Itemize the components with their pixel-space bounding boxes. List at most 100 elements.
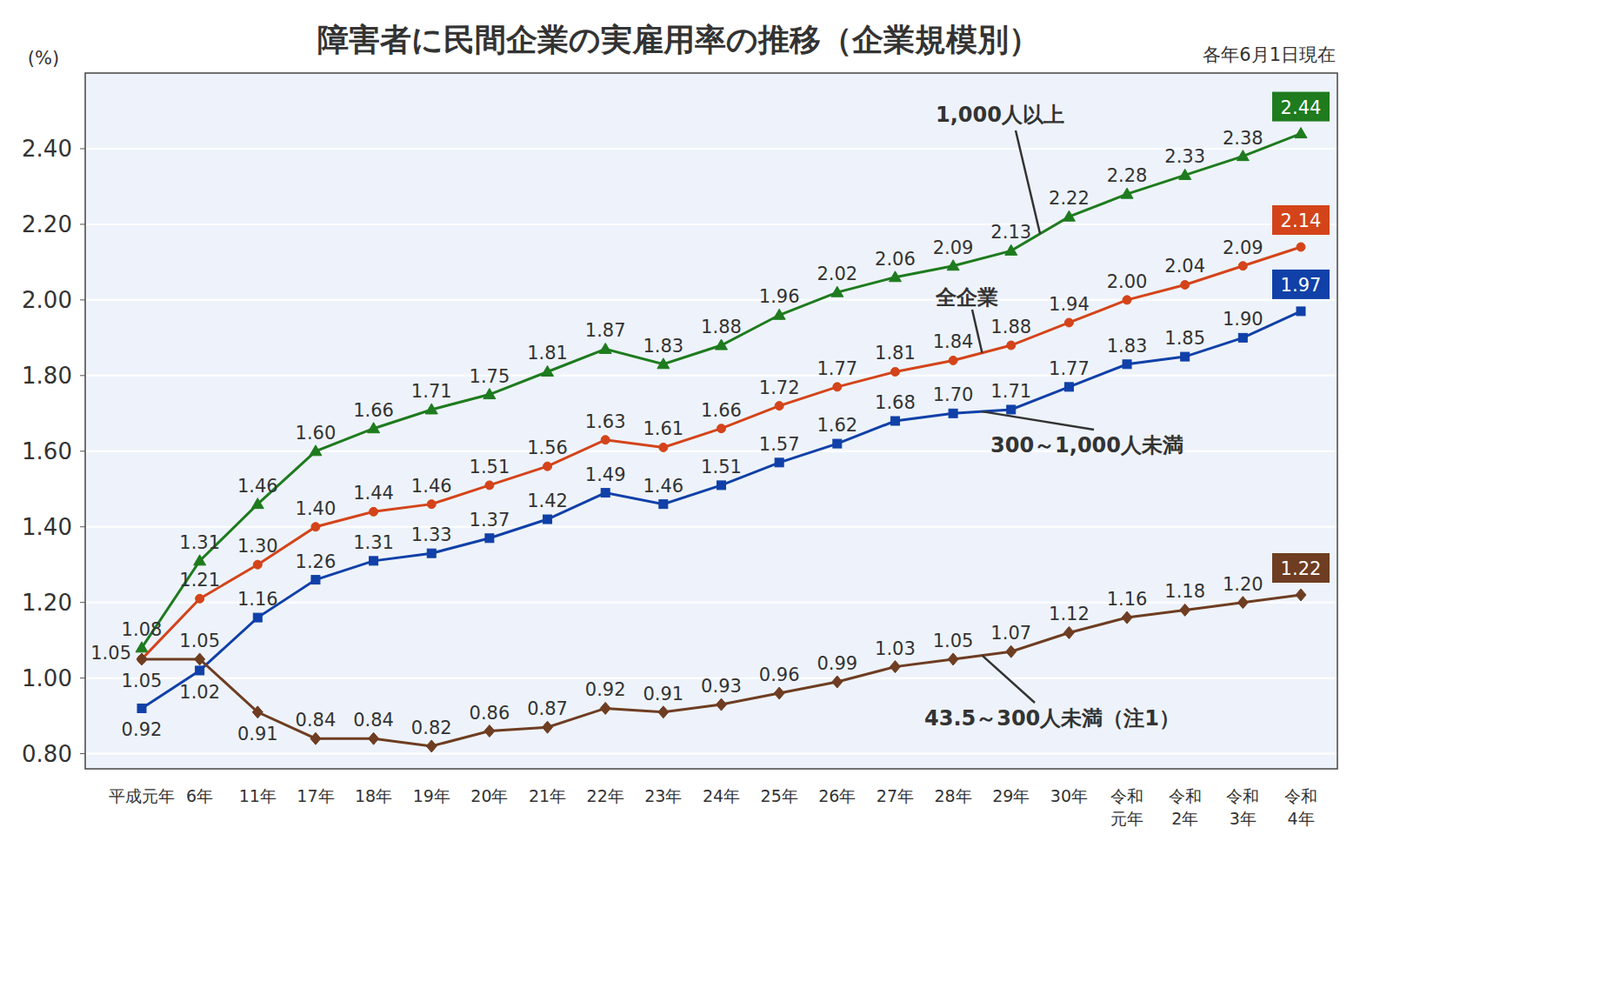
point	[1296, 306, 1306, 316]
y-tick-label: 1.60	[21, 438, 73, 465]
point	[367, 422, 380, 434]
data-label: 1.05	[90, 642, 132, 664]
data-label: 1.05	[179, 630, 220, 652]
data-label: 1.57	[759, 433, 800, 455]
point	[1180, 280, 1190, 289]
point	[773, 686, 785, 700]
data-label: 1.88	[990, 316, 1032, 338]
x-tick-label: 6年	[186, 786, 214, 806]
chart: 障害者に民間企業の実雇用率の推移（企業規模別）各年6月1日現在(%)0.801.…	[0, 0, 1600, 988]
point	[426, 500, 436, 509]
point	[659, 500, 668, 509]
y-tick-label: 0.80	[21, 740, 73, 767]
x-tick-label-line: 17年	[296, 786, 334, 806]
data-label: 1.46	[411, 475, 453, 497]
series-line	[141, 246, 1301, 660]
series-line	[141, 594, 1301, 747]
point	[1238, 261, 1247, 271]
data-label: 0.96	[759, 664, 800, 686]
data-label: 0.92	[121, 719, 163, 740]
value-box	[1272, 205, 1330, 235]
data-label: 2.09	[1222, 237, 1264, 259]
grid-line	[85, 526, 1338, 528]
point	[485, 480, 494, 490]
point	[831, 286, 844, 297]
value-box	[1272, 553, 1330, 583]
point	[774, 401, 784, 411]
point	[310, 732, 321, 745]
data-label: 1.66	[353, 400, 394, 421]
data-label: 1.07	[990, 622, 1032, 644]
point	[543, 461, 553, 471]
point	[543, 514, 553, 524]
data-label: 1.70	[933, 384, 974, 406]
data-label: 1.51	[469, 456, 511, 478]
data-label: 1.16	[237, 588, 279, 610]
point	[774, 458, 784, 467]
point	[888, 271, 901, 282]
point	[426, 740, 437, 753]
point	[368, 732, 380, 745]
point	[659, 442, 668, 452]
y-tick-label: 1.40	[21, 513, 73, 540]
point	[1237, 596, 1248, 609]
data-label: 0.92	[585, 679, 627, 700]
x-tick-label: 17年	[296, 786, 334, 806]
point	[369, 556, 379, 566]
x-tick-label-line: 令和	[1226, 786, 1260, 806]
value-box	[1272, 92, 1330, 122]
point	[889, 660, 900, 674]
data-label: 1.40	[295, 498, 337, 520]
x-tick-label: 22年	[586, 786, 625, 806]
x-tick-label: 19年	[413, 786, 451, 806]
x-tick-label: 20年	[470, 786, 508, 806]
x-tick-label: 25年	[760, 786, 799, 806]
y-tick	[80, 677, 86, 679]
point	[1296, 242, 1306, 252]
point	[137, 703, 147, 713]
leader-line	[981, 411, 1094, 430]
data-label: 1.51	[700, 456, 742, 478]
x-tick-label-line: 18年	[354, 786, 393, 806]
data-label: 1.30	[237, 535, 279, 557]
data-label: 1.84	[933, 331, 974, 353]
data-label: 1.21	[179, 569, 220, 591]
x-tick-label: 30年	[1050, 786, 1088, 806]
y-axis-label: (%)	[27, 47, 60, 69]
data-label: 1.31	[353, 532, 394, 554]
series-line	[141, 311, 1301, 709]
point	[484, 725, 495, 738]
title: 障害者に民間企業の実雇用率の推移（企業規模別）	[317, 21, 1040, 58]
point	[657, 358, 670, 369]
data-label: 0.84	[295, 709, 337, 731]
x-tick-label-line: 20年	[470, 786, 508, 806]
point	[311, 522, 320, 532]
data-label: 1.22	[1280, 558, 1322, 580]
data-label: 1.71	[411, 380, 453, 402]
y-tick	[80, 526, 86, 527]
x-tick-label-line: 19年	[413, 786, 451, 806]
data-label: 1.83	[1106, 335, 1148, 357]
x-tick-label: 27年	[876, 786, 914, 806]
x-tick-label: 24年	[702, 786, 740, 806]
x-tick-label: 令和元年	[1110, 786, 1144, 828]
grid-line	[85, 223, 1338, 226]
data-label: 1.49	[585, 464, 627, 486]
data-label: 1.18	[1164, 580, 1206, 602]
data-label: 2.13	[990, 221, 1032, 243]
x-tick-label-line: 22年	[586, 786, 625, 806]
data-label: 1.90	[1222, 308, 1264, 330]
y-tick-label: 2.40	[21, 135, 73, 162]
data-label: 1.77	[816, 358, 858, 380]
point	[890, 366, 900, 376]
point	[716, 698, 727, 711]
data-label: 0.86	[469, 702, 511, 724]
x-tick-label-line: 4年	[1286, 808, 1314, 828]
data-label: 1.68	[874, 392, 916, 414]
series-name: 300～1,000人未満	[990, 433, 1184, 458]
y-tick	[80, 147, 86, 149]
x-tick-label: 令和3年	[1226, 786, 1260, 828]
x-tick-label: 23年	[644, 786, 682, 806]
data-label: 1.72	[759, 377, 800, 399]
point	[425, 403, 438, 414]
